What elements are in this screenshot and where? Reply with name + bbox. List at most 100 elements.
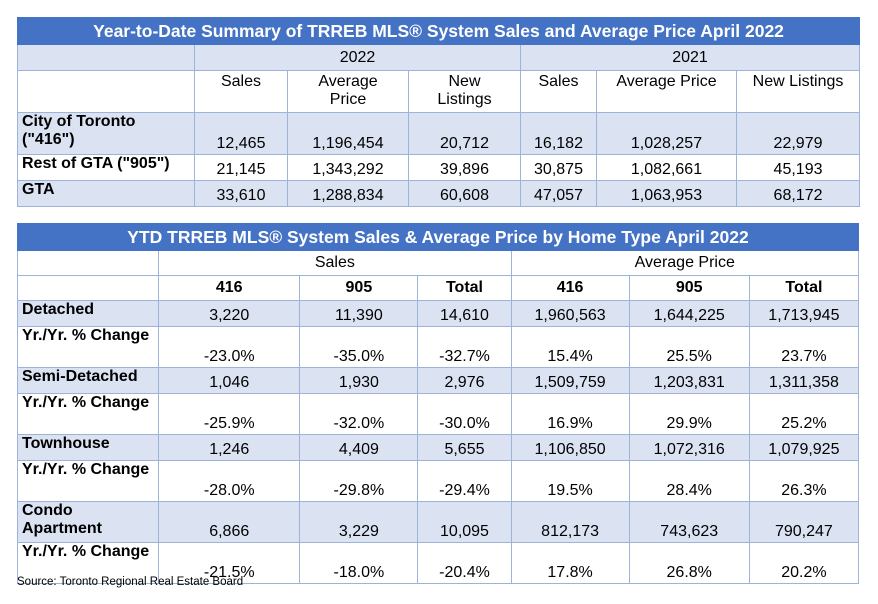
table-row: Yr./Yr. % Change -28.0% -29.8% -29.4% 19.5% 2…: [16, 460, 860, 502]
table-cell: 790,247: [748, 501, 860, 543]
home-type-table: YTD TRREB MLS® System Sales & Average Pr…: [16, 223, 860, 584]
table-cell: 20.2%: [748, 542, 860, 584]
table-row: Condo Apartment 6,866 3,229 10,095 812,173 74…: [16, 501, 860, 543]
sub-header: Total: [748, 275, 860, 301]
table-row: Yr./Yr. % Change -21.5% -18.0% -20.4% 17.8% 2…: [16, 542, 860, 584]
table-cell: 29.9%: [628, 393, 750, 435]
year-2022-header: 2022: [194, 44, 521, 71]
table-cell: -32.0%: [299, 393, 419, 435]
table-cell: 1,713,945: [748, 300, 860, 327]
table-cell: -18.0%: [299, 542, 419, 584]
table-cell: 2,976: [417, 367, 512, 394]
column-header: New Listings: [735, 70, 861, 113]
corner-cell: [16, 275, 160, 301]
table-cell: 33,610: [194, 180, 288, 207]
table-cell: -29.4%: [417, 460, 512, 502]
table-cell: 26.3%: [748, 460, 860, 502]
table-cell: -28.0%: [158, 460, 301, 502]
table-cell: -20.4%: [417, 542, 512, 584]
table-cell: 14,610: [417, 300, 512, 327]
table-cell: 28.4%: [628, 460, 750, 502]
table-row: Rest of GTA ("905") 21,145 1,343,292 39,896…: [17, 154, 861, 181]
column-header: Sales: [520, 70, 597, 113]
source-note: Source: Toronto Regional Real Estate Boa…: [17, 576, 244, 588]
table-cell: 1,644,225: [628, 300, 750, 327]
table-cell: 1,930: [299, 367, 419, 394]
table-cell: 1,046: [158, 367, 301, 394]
table-cell: 16,182: [520, 112, 597, 155]
row-label: Detached: [16, 300, 160, 327]
table-cell: -30.0%: [417, 393, 512, 435]
table-cell: -23.0%: [158, 326, 301, 368]
table-cell: 1,246: [158, 434, 301, 461]
table-cell: 1,203,831: [628, 367, 750, 394]
table-cell: 26.8%: [628, 542, 750, 584]
table-row: Townhouse 1,246 4,409 5,655 1,106,850 1,072,3…: [16, 434, 860, 461]
table-cell: 1,288,834: [287, 180, 409, 207]
table-cell: 1,106,850: [510, 434, 630, 461]
table-cell: 1,343,292: [287, 154, 409, 181]
row-label: City of Toronto ("416"): [17, 112, 195, 155]
column-header: Average Price: [596, 70, 737, 113]
table-cell: 1,196,454: [287, 112, 409, 155]
table-cell: 20,712: [408, 112, 521, 155]
table-cell: -35.0%: [299, 326, 419, 368]
corner-cell: [16, 250, 160, 276]
table-cell: 16.9%: [510, 393, 630, 435]
corner-cell: [17, 44, 195, 71]
table-cell: 39,896: [408, 154, 521, 181]
table-cell: 1,072,316: [628, 434, 750, 461]
sub-header: 416: [158, 275, 301, 301]
table-cell: -25.9%: [158, 393, 301, 435]
row-label: Condo Apartment: [16, 501, 160, 543]
row-label: Yr./Yr. % Change: [16, 460, 160, 502]
avg-price-group-header: Average Price: [510, 250, 860, 276]
row-label: Semi-Detached: [16, 367, 160, 394]
home-type-table-title: YTD TRREB MLS® System Sales & Average Pr…: [17, 223, 859, 251]
year-2021-header: 2021: [519, 44, 861, 71]
table-cell: 5,655: [417, 434, 512, 461]
table-cell: 45,193: [735, 154, 861, 181]
table-cell: 1,063,953: [596, 180, 737, 207]
table-cell: 1,311,358: [748, 367, 860, 394]
summary-table: Year-to-Date Summary of TRREB MLS® Syste…: [16, 17, 861, 207]
table-row: Semi-Detached 1,046 1,930 2,976 1,509,759 1,2…: [16, 367, 860, 394]
table-cell: 15.4%: [510, 326, 630, 368]
table-cell: 3,220: [158, 300, 301, 327]
row-label: Rest of GTA ("905"): [17, 154, 195, 181]
table-row: GTA 33,610 1,288,834 60,608 47,057 1,063,953 6…: [17, 180, 861, 207]
sales-group-header: Sales: [158, 250, 512, 276]
table-cell: 30,875: [520, 154, 597, 181]
row-label: Yr./Yr. % Change: [16, 326, 160, 368]
row-label: Yr./Yr. % Change: [16, 393, 160, 435]
table-cell: 1,509,759: [510, 367, 630, 394]
sub-header: Total: [417, 275, 512, 301]
table-cell: 1,079,925: [748, 434, 860, 461]
table-cell: -32.7%: [417, 326, 512, 368]
table-cell: 21,145: [194, 154, 288, 181]
table-row: Detached 3,220 11,390 14,610 1,960,563 1,644,…: [16, 300, 860, 327]
table-row: Yr./Yr. % Change -25.9% -32.0% -30.0% 16.9% 2…: [16, 393, 860, 435]
summary-table-title: Year-to-Date Summary of TRREB MLS® Syste…: [16, 17, 861, 45]
sub-header: 905: [628, 275, 750, 301]
row-label: GTA: [17, 180, 195, 207]
table-cell: 25.2%: [748, 393, 860, 435]
column-header: Average Price: [287, 70, 409, 113]
table-cell: 1,082,661: [596, 154, 737, 181]
column-header: New Listings: [408, 70, 521, 113]
table-cell: 25.5%: [628, 326, 750, 368]
row-label: Townhouse: [16, 434, 160, 461]
table-cell: 17.8%: [510, 542, 630, 584]
corner-cell: [17, 70, 195, 113]
table-cell: 812,173: [510, 501, 630, 543]
table-cell: -21.5%: [158, 542, 301, 584]
sub-header: 905: [299, 275, 419, 301]
table-cell: 10,095: [417, 501, 512, 543]
table-cell: 22,979: [735, 112, 861, 155]
table-cell: 1,960,563: [510, 300, 630, 327]
table-cell: 1,028,257: [596, 112, 737, 155]
table-cell: 743,623: [628, 501, 750, 543]
table-cell: 11,390: [299, 300, 419, 327]
sub-header: 416: [510, 275, 630, 301]
row-label: Yr./Yr. % Change: [16, 542, 160, 584]
